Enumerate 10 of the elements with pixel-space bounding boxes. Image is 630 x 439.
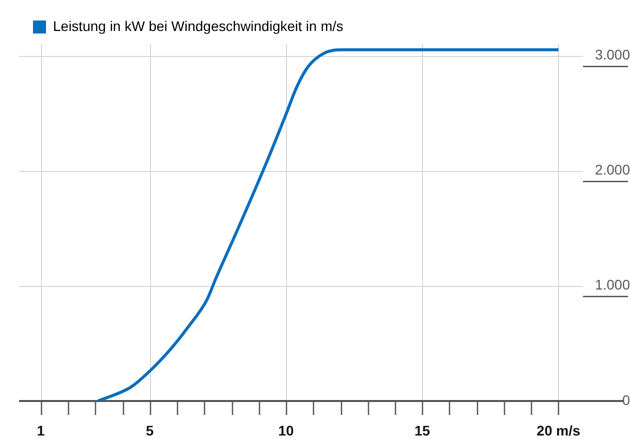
x-tick-label: 5	[146, 422, 154, 438]
y-tick-label: 2.000	[594, 162, 630, 178]
legend-label: Leistung in kW bei Windgeschwindigkeit in m/s	[53, 18, 344, 34]
y-tick-label: 1.000	[594, 276, 630, 293]
x-tick-label: 20 m/s	[536, 422, 580, 438]
line-series	[96, 48, 560, 401]
x-tick-label: 1	[36, 422, 45, 438]
x-tick-label: 15	[414, 422, 430, 438]
y-tick-label: 3.000	[594, 46, 630, 62]
x-tick-label: 10	[278, 422, 294, 438]
